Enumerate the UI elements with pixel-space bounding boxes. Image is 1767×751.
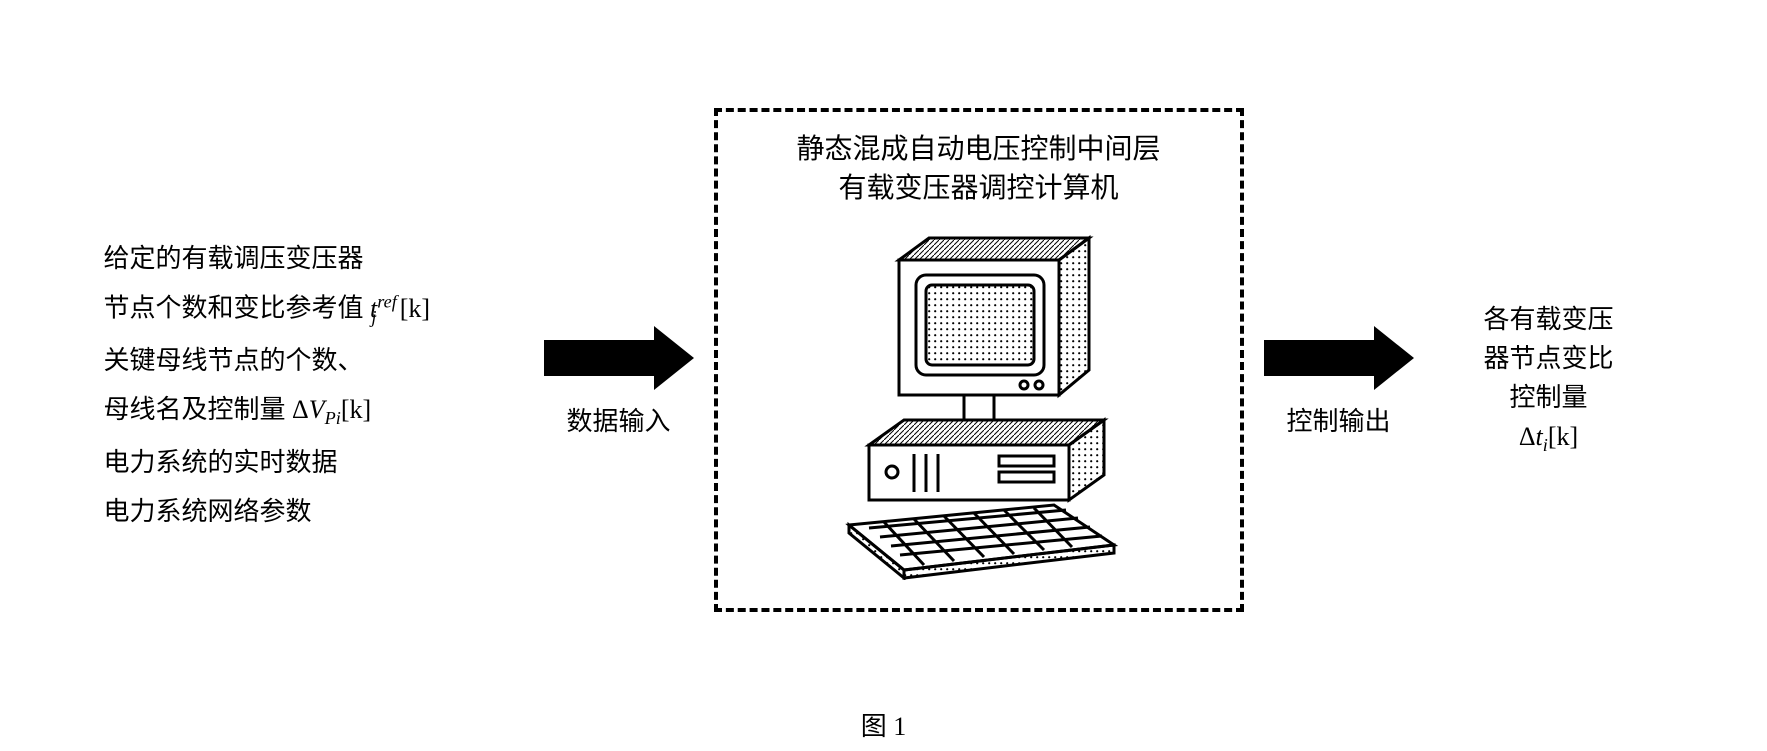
formula-dti-bracket: [k] <box>1548 422 1578 451</box>
formula-tref-bracket: [k] <box>400 294 430 323</box>
output-line-2: 器节点变比 <box>1434 339 1664 378</box>
formula-dvp-sub: Pi <box>325 409 341 429</box>
input-line-1a: 给定的有载调压变压器 <box>104 239 524 278</box>
input-line-2b: 母线名及控制量 ΔVPi[k] <box>104 390 524 432</box>
formula-dvp: ΔVPi[k] <box>292 395 371 424</box>
input-text-block: 给定的有载调压变压器 节点个数和变比参考值 trefj[k] 关键母线节点的个数… <box>104 179 524 541</box>
formula-tref-sup: ref <box>377 291 397 311</box>
formula-dvp-prefix: Δ <box>292 395 309 424</box>
output-arrow-label: 控制输出 <box>1286 401 1390 438</box>
output-arrow-icon <box>1264 323 1414 393</box>
formula-dvp-base: V <box>309 395 325 424</box>
computer-box-title-line2: 有载变压器调控计算机 <box>838 173 1118 204</box>
input-line-4: 电力系统网络参数 <box>104 492 524 531</box>
input-arrow-block: 数据输入 <box>544 323 694 438</box>
input-line-1b-text: 节点个数和变比参考值 <box>104 294 371 323</box>
output-line-1: 各有载变压 <box>1434 300 1664 339</box>
diagram-container: 给定的有载调压变压器 节点个数和变比参考值 trefj[k] 关键母线节点的个数… <box>20 20 1747 700</box>
computer-box: 静态混成自动电压控制中间层 有载变压器调控计算机 <box>714 108 1244 612</box>
input-arrow-icon <box>544 323 694 393</box>
input-line-2b-text: 母线名及控制量 <box>104 395 293 424</box>
formula-tref-sub: j <box>371 307 376 327</box>
input-arrow-label: 数据输入 <box>566 401 670 438</box>
formula-tref: trefj[k] <box>370 294 430 323</box>
output-text-block: 各有载变压 器节点变比 控制量 Δti[k] <box>1434 300 1664 459</box>
formula-dti-base: t <box>1536 422 1543 451</box>
formula-dti-prefix: Δ <box>1519 422 1536 451</box>
input-line-3: 电力系统的实时数据 <box>104 443 524 482</box>
output-arrow-block: 控制输出 <box>1264 323 1414 438</box>
input-line-2a: 关键母线节点的个数、 <box>104 341 524 380</box>
formula-dti: Δti[k] <box>1434 417 1664 459</box>
formula-dvp-bracket: [k] <box>341 395 371 424</box>
input-line-1b: 节点个数和变比参考值 trefj[k] <box>104 288 524 331</box>
computer-box-title: 静态混成自动电压控制中间层 有载变压器调控计算机 <box>796 130 1160 208</box>
computer-icon <box>814 220 1144 580</box>
figure-caption: 图 1 <box>20 706 1747 743</box>
computer-box-title-line1: 静态混成自动电压控制中间层 <box>796 134 1160 165</box>
output-line-3: 控制量 <box>1434 378 1664 417</box>
